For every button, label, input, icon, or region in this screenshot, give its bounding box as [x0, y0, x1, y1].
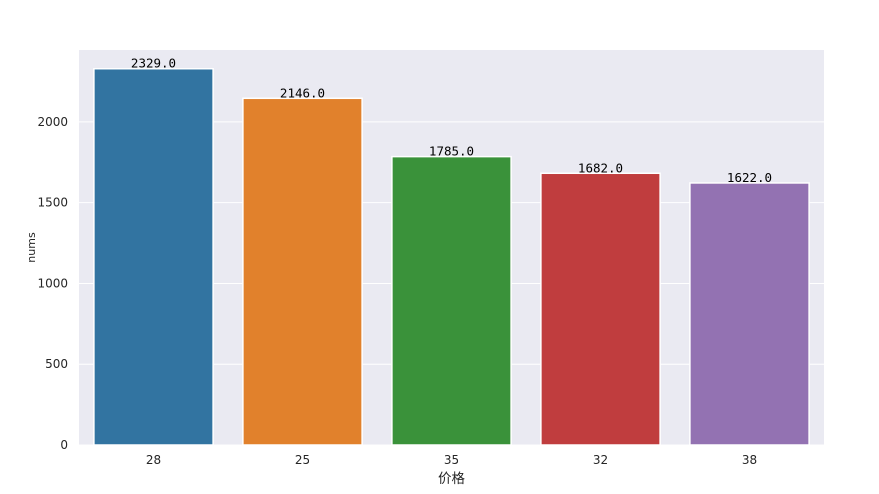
y-tick-label: 500 [45, 357, 68, 371]
x-tick-label: 28 [146, 453, 161, 467]
bar-value-label: 2146.0 [280, 85, 325, 100]
bar-value-label: 1622.0 [727, 170, 772, 185]
bar-35 [391, 155, 512, 446]
value-labels: 2329.0 2146.0 1785.0 1682.0 1622.0 [131, 56, 772, 185]
x-axis-label: 价格 [438, 471, 465, 487]
bar-25 [242, 97, 363, 446]
bar-value-label: 1785.0 [429, 144, 474, 159]
y-tick-label: 1500 [37, 196, 68, 210]
y-tick-label: 1000 [37, 276, 68, 290]
x-axis-ticks: 28 25 35 32 38 [146, 453, 757, 467]
bar-28 [93, 67, 214, 446]
x-tick-label: 35 [444, 453, 459, 467]
y-tick-label: 2000 [37, 115, 68, 129]
y-axis-label: nums [25, 232, 38, 263]
bar-32 [540, 172, 661, 446]
x-tick-label: 25 [295, 453, 310, 467]
bars [93, 67, 810, 446]
y-tick-label: 0 [60, 438, 68, 452]
bar-value-label: 1682.0 [578, 160, 623, 175]
bar-38 [689, 182, 810, 446]
y-axis-ticks: 0 500 1000 1500 2000 [37, 115, 68, 452]
bar-value-label: 2329.0 [131, 56, 176, 71]
x-tick-label: 32 [593, 453, 608, 467]
x-tick-label: 38 [742, 453, 757, 467]
